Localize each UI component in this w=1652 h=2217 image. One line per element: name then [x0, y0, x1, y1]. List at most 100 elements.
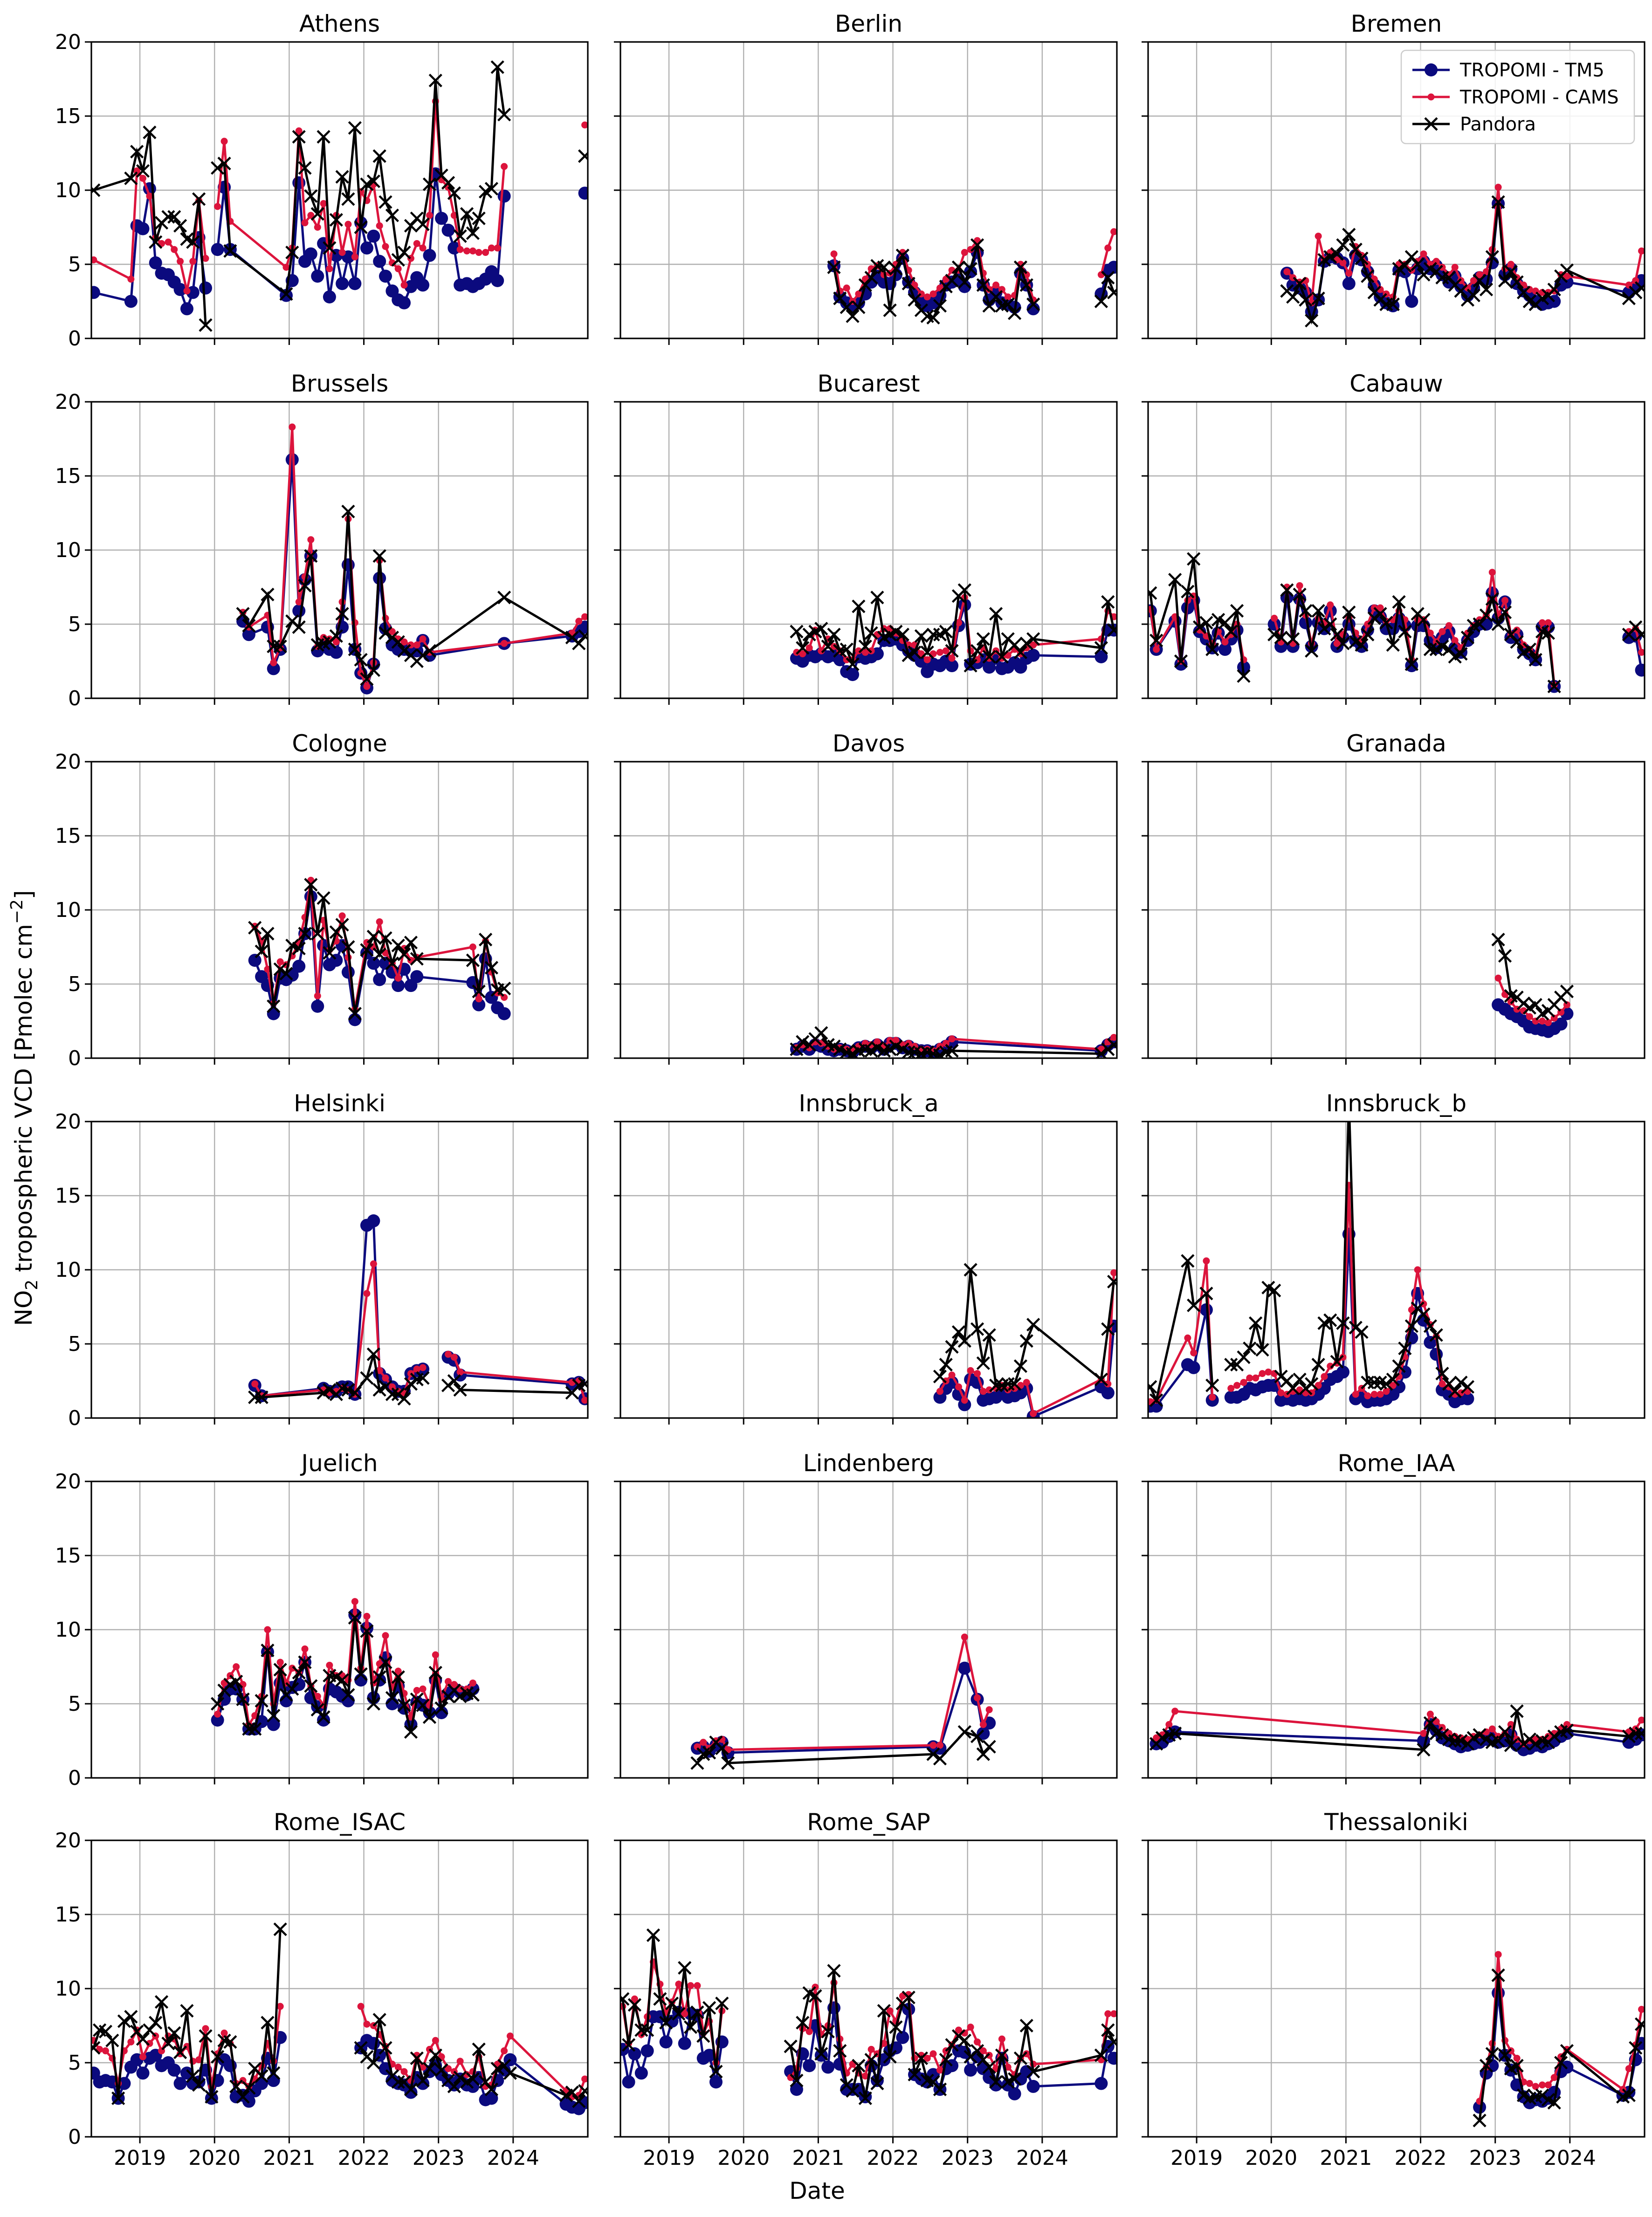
- point-tropomi-cams: [1494, 184, 1502, 191]
- series-line-pandora: [939, 1269, 1115, 1387]
- series-group: [248, 876, 511, 1026]
- point-pandora: [360, 1371, 374, 1385]
- point-pandora: [484, 961, 499, 975]
- point-tropomi-cams: [475, 995, 482, 1003]
- point-tropomi-cams: [314, 1693, 321, 1700]
- point-pandora: [989, 2075, 1003, 2089]
- x-tick-label: 2021: [1320, 2146, 1372, 2170]
- point-pandora: [982, 650, 996, 664]
- point-tropomi-cams: [1457, 277, 1465, 284]
- point-pandora: [1404, 657, 1418, 671]
- point-tropomi-cams: [445, 2065, 452, 2072]
- point-tropomi-cams: [1377, 604, 1384, 612]
- point-pandora: [341, 192, 355, 206]
- point-tropomi-cams: [127, 2038, 135, 2045]
- point-tropomi-cams: [282, 263, 290, 271]
- point-tropomi-cams: [177, 258, 184, 265]
- point-tropomi-cams: [1110, 1269, 1117, 1276]
- point-pandora: [410, 952, 424, 966]
- x-tick-label: 2019: [1170, 2146, 1223, 2170]
- point-tropomi-tm5: [304, 247, 317, 261]
- point-tropomi-tm5: [398, 296, 411, 310]
- point-pandora: [229, 2079, 243, 2093]
- point-tropomi-cams: [1308, 1389, 1315, 1397]
- point-pandora: [310, 207, 324, 221]
- point-pandora: [1491, 195, 1505, 209]
- point-tropomi-cams: [1184, 1334, 1191, 1342]
- point-pandora: [186, 235, 200, 249]
- point-pandora: [1101, 271, 1115, 285]
- point-tropomi-cams: [1240, 1379, 1247, 1386]
- point-tropomi-cams: [1190, 1349, 1198, 1356]
- point-tropomi-cams: [413, 1365, 420, 1373]
- point-pandora: [397, 1392, 411, 1406]
- point-pandora: [945, 274, 959, 288]
- point-tropomi-tm5: [91, 286, 100, 299]
- point-pandora: [1019, 636, 1033, 650]
- point-tropomi-tm5: [124, 295, 138, 308]
- point-pandora: [1013, 1359, 1028, 1373]
- grid: [91, 1121, 588, 1419]
- y-axis-title: NO2 tropospheric VCD [Pmolec cm−2]: [7, 890, 41, 1326]
- point-pandora: [578, 149, 588, 163]
- point-pandora: [1330, 627, 1344, 641]
- point-pandora: [1267, 627, 1281, 641]
- point-tropomi-cams: [214, 203, 221, 210]
- point-pandora: [1454, 1734, 1468, 1748]
- point-tropomi-tm5: [1026, 302, 1040, 316]
- y-tick-label: 5: [68, 972, 81, 996]
- point-tropomi-cams: [700, 1739, 707, 1746]
- point-pandora: [1101, 1042, 1115, 1056]
- point-pandora: [1299, 604, 1313, 618]
- point-tropomi-cams: [1507, 998, 1514, 1005]
- point-tropomi-cams: [301, 1645, 309, 1652]
- point-tropomi-tm5: [1008, 2087, 1021, 2100]
- point-pandora: [939, 2053, 953, 2067]
- point-tropomi-cams: [171, 246, 178, 253]
- point-pandora: [902, 276, 915, 290]
- point-pandora: [422, 177, 437, 191]
- point-tropomi-tm5: [143, 182, 156, 195]
- x-tick-label: 2022: [338, 2146, 390, 2170]
- point-pandora: [1224, 1357, 1238, 1372]
- point-tropomi-cams: [351, 253, 358, 261]
- point-tropomi-tm5: [173, 283, 187, 296]
- x-axis-title: Date: [789, 2177, 845, 2204]
- point-pandora: [410, 2051, 424, 2066]
- point-pandora: [267, 999, 281, 1013]
- point-pandora: [1311, 291, 1325, 305]
- point-tropomi-cams: [251, 1380, 259, 1388]
- point-pandora: [348, 1386, 362, 1400]
- point-pandora: [914, 2051, 929, 2066]
- point-pandora: [672, 2007, 686, 2021]
- point-pandora: [1373, 607, 1387, 621]
- point-pandora: [945, 1044, 959, 1058]
- point-pandora: [1199, 1287, 1213, 1301]
- point-pandora: [404, 1725, 418, 1739]
- point-tropomi-cams: [276, 958, 284, 965]
- point-pandora: [1299, 293, 1313, 307]
- point-tropomi-cams: [948, 1371, 956, 1379]
- x-tick-label: 2021: [792, 2146, 844, 2170]
- point-pandora: [143, 125, 157, 139]
- point-pandora: [217, 157, 231, 171]
- point-tropomi-cams: [1315, 1382, 1322, 1389]
- point-tropomi-tm5: [410, 970, 424, 984]
- point-tropomi-tm5: [330, 646, 343, 659]
- point-tropomi-tm5: [348, 277, 362, 290]
- point-tropomi-tm5: [336, 277, 349, 290]
- series-group: [1491, 933, 1574, 1038]
- point-tropomi-tm5: [423, 248, 436, 262]
- point-tropomi-tm5: [846, 668, 860, 682]
- point-pandora: [348, 121, 362, 135]
- point-pandora: [889, 262, 903, 276]
- point-tropomi-cams: [1439, 1380, 1446, 1388]
- point-pandora: [1473, 274, 1487, 288]
- point-pandora: [466, 2072, 480, 2086]
- point-tropomi-tm5: [367, 229, 380, 243]
- point-pandora: [236, 607, 250, 621]
- point-pandora: [852, 599, 866, 613]
- point-pandora: [1336, 636, 1350, 650]
- point-tropomi-cams: [1283, 268, 1291, 275]
- point-tropomi-cams: [967, 1367, 974, 1374]
